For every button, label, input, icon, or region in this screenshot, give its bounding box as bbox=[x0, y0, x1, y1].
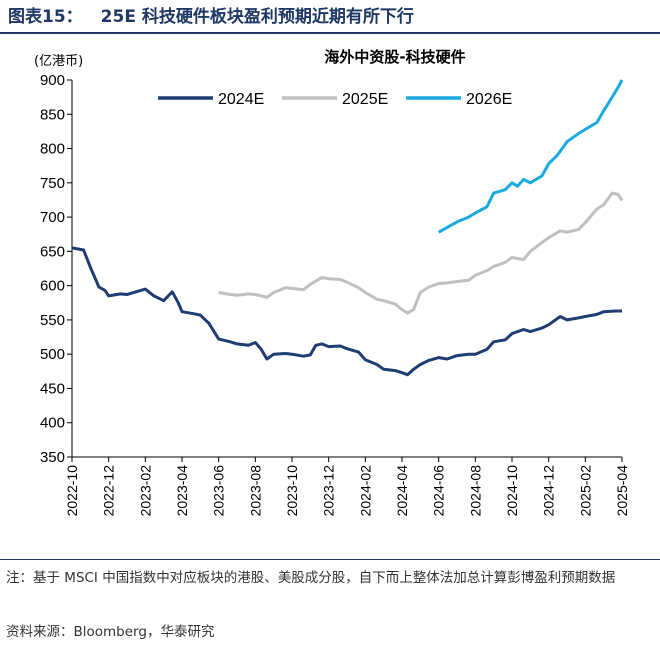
legend-label-2025E: 2025E bbox=[342, 91, 388, 108]
y-tick-label: 650 bbox=[40, 243, 65, 260]
figure-label: 图表15： bbox=[8, 7, 83, 27]
x-tick-label: 2023-12 bbox=[321, 465, 337, 517]
legend-label-2024E: 2024E bbox=[218, 91, 264, 108]
x-tick-label: 2024-04 bbox=[394, 465, 410, 517]
series-line-2024E bbox=[71, 246, 622, 377]
x-tick-label: 2024-12 bbox=[541, 465, 557, 517]
x-tick-label: 2023-06 bbox=[211, 465, 227, 517]
x-tick-label: 2022-10 bbox=[64, 465, 80, 517]
y-tick-label: 800 bbox=[40, 141, 65, 158]
y-tick-label: 600 bbox=[40, 278, 65, 295]
y-tick-label: 550 bbox=[40, 312, 65, 329]
x-tick-label: 2023-04 bbox=[174, 465, 190, 517]
chart-title-text: 海外中资股-科技硬件 bbox=[324, 48, 466, 66]
x-tick-label: 2025-02 bbox=[577, 465, 593, 517]
line-chart: 350 400 450 500 550 600 650 700 750 800 850 900 2022… bbox=[40, 72, 630, 517]
series-line-2025E bbox=[218, 191, 624, 315]
series-line-2026E bbox=[437, 79, 624, 234]
x-tick-label: 2024-02 bbox=[357, 465, 373, 517]
x-tick-label: 2024-06 bbox=[431, 465, 447, 517]
chart-source: 资料来源：Bloomberg，华泰研究 bbox=[6, 624, 215, 640]
chart-title: 海外中资股-科技硬件 bbox=[0, 46, 660, 67]
y-tick-label: 500 bbox=[40, 346, 65, 363]
footer-rule bbox=[0, 559, 660, 560]
y-tick-label: 450 bbox=[40, 380, 65, 397]
legend-label-2026E: 2026E bbox=[466, 91, 512, 108]
y-tick-label: 400 bbox=[40, 415, 65, 432]
x-tick-label: 2022-12 bbox=[101, 465, 117, 517]
figure-header: 图表15： 25E 科技硬件板块盈利预期近期有所下行 bbox=[8, 2, 656, 32]
x-tick-label: 2023-02 bbox=[137, 465, 153, 517]
chart-note: 注：基于 MSCI 中国指数中对应板块的港股、美股成分股，自下而上整体法加总计算… bbox=[6, 570, 616, 586]
y-tick-label: 900 bbox=[40, 72, 65, 89]
figure-title: 25E 科技硬件板块盈利预期近期有所下行 bbox=[100, 7, 414, 27]
x-tick-label: 2023-08 bbox=[247, 465, 263, 517]
header-rule bbox=[0, 32, 660, 34]
y-axis-unit: (亿港币) bbox=[34, 54, 84, 69]
x-tick-label: 2023-10 bbox=[284, 465, 300, 517]
x-tick-label: 2024-08 bbox=[467, 465, 483, 517]
y-tick-label: 700 bbox=[40, 209, 65, 226]
x-tick-label: 2025-04 bbox=[614, 465, 630, 517]
y-tick-label: 750 bbox=[40, 175, 65, 192]
y-tick-label: 350 bbox=[40, 449, 65, 466]
y-tick-label: 850 bbox=[40, 106, 65, 123]
x-tick-label: 2024-10 bbox=[504, 465, 520, 517]
